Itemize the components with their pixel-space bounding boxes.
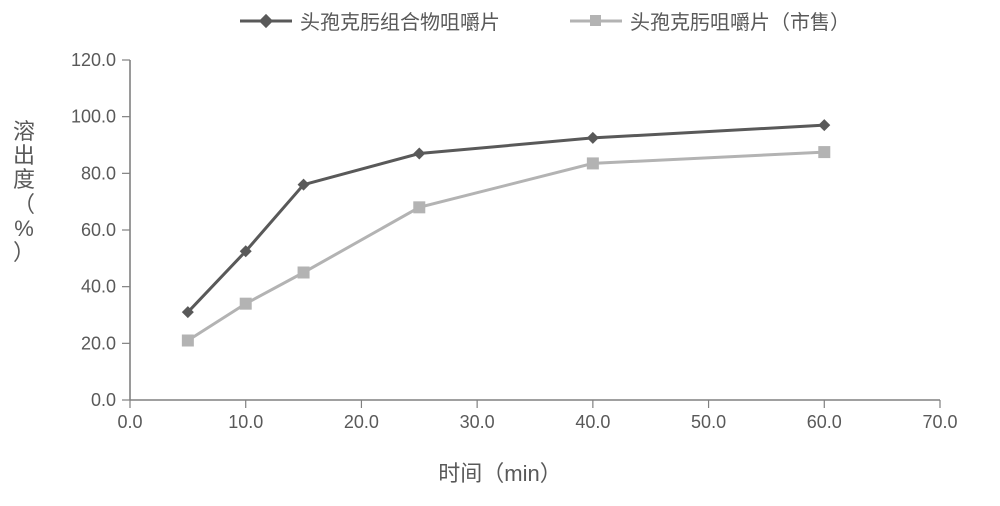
y-tick-label: 40.0	[81, 277, 116, 297]
series-marker-1	[182, 335, 194, 347]
series-marker-0	[818, 119, 830, 131]
series-marker-1	[818, 146, 830, 158]
y-tick-label: 0.0	[91, 390, 116, 410]
x-tick-label: 0.0	[117, 412, 142, 432]
series-marker-1	[240, 298, 252, 310]
x-tick-label: 70.0	[922, 412, 957, 432]
x-tick-label: 30.0	[460, 412, 495, 432]
series-marker-1	[587, 157, 599, 169]
y-tick-label: 80.0	[81, 163, 116, 183]
series-marker-1	[413, 201, 425, 213]
y-tick-label: 120.0	[71, 50, 116, 70]
series-marker-0	[413, 148, 425, 160]
x-tick-label: 60.0	[807, 412, 842, 432]
x-tick-label: 50.0	[691, 412, 726, 432]
series-marker-1	[298, 267, 310, 279]
plot-area: 0.0 20.0 40.0 60.0 80.0 100.0 120.0 0.0 10.0 20.0…	[0, 0, 1000, 506]
chart-root: 头孢克肟组合物咀嚼片 头孢克肟咀嚼片（市售） 溶出度（%） 时间（min） 0.…	[0, 0, 1000, 506]
x-tick-label: 20.0	[344, 412, 379, 432]
x-tick-label: 40.0	[575, 412, 610, 432]
y-tick-label: 100.0	[71, 107, 116, 127]
y-tick-label: 60.0	[81, 220, 116, 240]
series-line-1	[188, 152, 824, 340]
series-marker-0	[587, 132, 599, 144]
y-tick-label: 20.0	[81, 333, 116, 353]
x-tick-label: 10.0	[228, 412, 263, 432]
